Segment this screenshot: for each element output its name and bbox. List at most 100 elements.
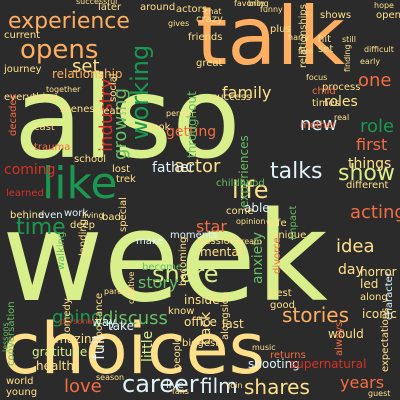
word-cloud-word: guest xyxy=(368,389,390,398)
word-cloud-word: comedy xyxy=(62,298,73,338)
word-cloud-word: acting xyxy=(350,202,400,223)
word-cloud-word: know xyxy=(168,306,194,317)
word-cloud-word: behind xyxy=(10,210,44,221)
word-cloud-word: times xyxy=(312,98,340,109)
word-cloud-word: story xyxy=(138,273,178,292)
word-cloud-word: talks xyxy=(270,159,322,184)
word-cloud-word: world xyxy=(6,376,34,387)
word-cloud-word: role xyxy=(360,116,394,137)
word-cloud-word: trek xyxy=(116,174,136,185)
word-cloud-word: young xyxy=(6,387,37,398)
word-cloud-word: child xyxy=(312,86,336,97)
word-cloud-word: always xyxy=(334,322,345,356)
word-cloud-word: hope xyxy=(374,1,394,10)
word-cloud-word: open xyxy=(376,10,400,21)
word-cloud-word: book xyxy=(146,122,171,133)
word-cloud-word: together xyxy=(46,85,81,94)
word-cloud-word: shows xyxy=(320,10,351,21)
word-cloud-word: way xyxy=(92,315,116,329)
word-cloud-word: creative xyxy=(127,272,136,304)
word-cloud-word: set xyxy=(72,56,100,77)
word-cloud-word: harry xyxy=(288,33,309,42)
word-cloud-word: plus xyxy=(270,24,291,35)
word-cloud-word: special xyxy=(118,197,129,232)
word-cloud-word: film xyxy=(200,374,238,398)
word-cloud-word: crazy xyxy=(196,14,223,25)
word-cloud-word: throughout xyxy=(185,91,199,158)
word-cloud-word: passion xyxy=(198,236,236,247)
word-cloud-word: landing xyxy=(78,219,89,256)
word-cloud-word: shooting xyxy=(248,357,300,371)
word-cloud-word: film xyxy=(298,47,313,56)
word-cloud-word: decades xyxy=(8,94,19,136)
word-cloud-word: bad xyxy=(102,212,121,223)
word-cloud-word: iconic xyxy=(362,307,397,321)
word-cloud-word: journey xyxy=(3,64,42,75)
word-cloud-word: music xyxy=(252,343,276,352)
word-cloud-word: funny xyxy=(260,5,283,14)
word-cloud-word: shares xyxy=(244,375,310,399)
word-cloud-word: experiences xyxy=(237,135,251,208)
word-cloud-word: real xyxy=(334,113,349,122)
word-cloud-word: things xyxy=(348,156,391,172)
word-cloud-word: social xyxy=(108,73,119,102)
word-cloud-word: one xyxy=(358,70,392,91)
word-cloud-word: character xyxy=(384,271,395,320)
word-cloud-word: set xyxy=(318,44,333,55)
word-cloud-word: mother xyxy=(300,120,337,131)
word-cloud-word: work xyxy=(64,208,88,219)
word-cloud-word: opinion xyxy=(236,217,265,226)
word-cloud-word: take xyxy=(108,319,134,333)
word-cloud-word: like xyxy=(42,158,117,209)
word-cloud-word: roles xyxy=(324,94,358,110)
word-cloud-word: different xyxy=(346,180,389,191)
word-cloud-word: discuss xyxy=(102,308,168,329)
word-cloud-word: everything xyxy=(4,92,58,103)
word-cloud-word: best xyxy=(270,288,292,299)
word-cloud-word: getting xyxy=(166,124,216,140)
word-cloud-word: create xyxy=(94,106,126,117)
word-cloud-word: expectations xyxy=(380,308,391,372)
word-cloud-word: around xyxy=(140,2,175,13)
word-cloud-word: gives xyxy=(168,19,189,28)
word-cloud-word: come xyxy=(226,206,254,217)
word-cloud-word: idea xyxy=(336,236,375,257)
word-cloud-word: career xyxy=(122,370,199,398)
word-cloud-word: still xyxy=(342,35,356,44)
word-cloud-word: lost xyxy=(112,164,130,175)
word-cloud-word: scenes xyxy=(60,104,95,115)
word-cloud-word: join xyxy=(227,381,242,390)
word-cloud-word: success xyxy=(212,92,251,103)
word-cloud-word: growing xyxy=(110,88,131,160)
word-cloud-word: great xyxy=(196,58,223,69)
word-cloud-word: person xyxy=(166,109,193,118)
word-cloud-word: unique xyxy=(272,230,306,241)
word-cloud-word: would xyxy=(328,327,364,341)
word-cloud-word: cast xyxy=(34,122,55,133)
word-cloud-word: experience xyxy=(8,9,130,34)
word-cloud-word: wife xyxy=(266,218,287,229)
word-cloud-word: current xyxy=(4,30,40,41)
word-cloud-word: family xyxy=(222,83,271,102)
word-cloud-word: last xyxy=(222,317,244,331)
word-cloud-word: actors xyxy=(176,4,207,15)
word-cloud-word: actor xyxy=(174,156,221,177)
word-cloud-word: life xyxy=(232,176,269,204)
word-cloud-word: process xyxy=(322,82,360,93)
word-cloud-word: childhood xyxy=(216,178,265,189)
word-cloud-word: moments xyxy=(170,230,217,241)
word-cloud-word: hit xyxy=(318,34,331,45)
word-cloud-word: also xyxy=(14,54,241,184)
word-cloud-word: conversation xyxy=(6,301,17,366)
word-cloud-word: little xyxy=(140,331,156,362)
word-cloud-word: living xyxy=(82,211,104,220)
word-cloud-word: lessons xyxy=(1,322,10,352)
word-cloud-word: difficult xyxy=(364,45,394,54)
word-cloud-word: relationship xyxy=(52,67,123,81)
word-cloud-word: supernatural xyxy=(290,357,366,371)
word-cloud-word: new xyxy=(300,114,337,135)
word-cloud-word: working xyxy=(126,45,154,140)
word-cloud-word: parents xyxy=(104,287,134,296)
word-cloud-word: people xyxy=(172,336,183,370)
